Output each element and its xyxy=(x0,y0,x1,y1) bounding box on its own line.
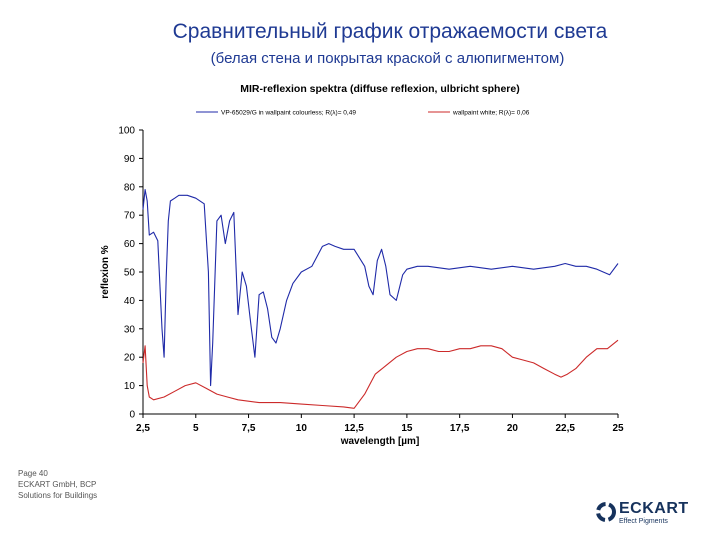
legend-label-blue: VP-65029/G in wallpaint colourless; R(λ)… xyxy=(221,110,356,117)
y-tick-label: 0 xyxy=(129,410,135,421)
legend-label-red: wallpaint white; R(λ)= 0,06 xyxy=(452,110,530,117)
eckart-logo: ECKART Effect Pigments xyxy=(596,498,696,530)
logo-name: ECKART xyxy=(619,500,689,517)
series-line-blue xyxy=(142,189,619,387)
x-tick-label: 15 xyxy=(401,423,413,434)
x-tick-label: 20 xyxy=(507,423,519,434)
y-tick-label: 40 xyxy=(124,296,136,307)
y-tick-label: 90 xyxy=(124,154,136,165)
x-tick-label: 12,5 xyxy=(344,423,364,434)
x-tick-label: 7,5 xyxy=(242,423,256,434)
footer: Page 40 ECKART GmbH, BCP Solutions for B… xyxy=(18,468,97,501)
y-tick-label: 20 xyxy=(124,353,136,364)
y-tick-label: 100 xyxy=(118,126,135,137)
legend: VP-65029/G in wallpaint colourless; R(λ)… xyxy=(196,110,530,117)
y-tick-label: 10 xyxy=(124,381,136,392)
eckart-logo-icon xyxy=(596,502,616,522)
footer-division: Solutions for Buildings xyxy=(18,491,98,500)
y-tick-label: 60 xyxy=(124,239,136,250)
x-tick-label: 25 xyxy=(612,423,624,434)
x-axis-label: wavelength [µm] xyxy=(340,436,420,447)
footer-page: Page 40 xyxy=(18,469,48,478)
x-tick-label: 2,5 xyxy=(136,423,150,434)
chart-title: MIR-reflexion spektra (diffuse reflexion… xyxy=(240,83,519,95)
footer-company: ECKART GmbH, BCP xyxy=(18,480,97,489)
x-tick-label: 5 xyxy=(193,423,199,434)
y-tick-label: 50 xyxy=(124,268,136,279)
y-tick-label: 80 xyxy=(124,182,136,193)
slide-title: Сравнительный график отражаемости света xyxy=(172,20,608,43)
y-axis-label: reflexion % xyxy=(100,245,111,298)
x-tick-label: 10 xyxy=(296,423,308,434)
y-tick-label: 70 xyxy=(124,211,136,222)
x-tick-label: 22,5 xyxy=(555,423,575,434)
x-tick-label: 17,5 xyxy=(450,423,470,434)
series-line-red xyxy=(142,339,619,409)
logo-tagline: Effect Pigments xyxy=(619,518,668,525)
slide-subtitle: (белая стена и покрытая краской с алюпиг… xyxy=(210,50,565,67)
y-tick-label: 30 xyxy=(124,324,136,335)
